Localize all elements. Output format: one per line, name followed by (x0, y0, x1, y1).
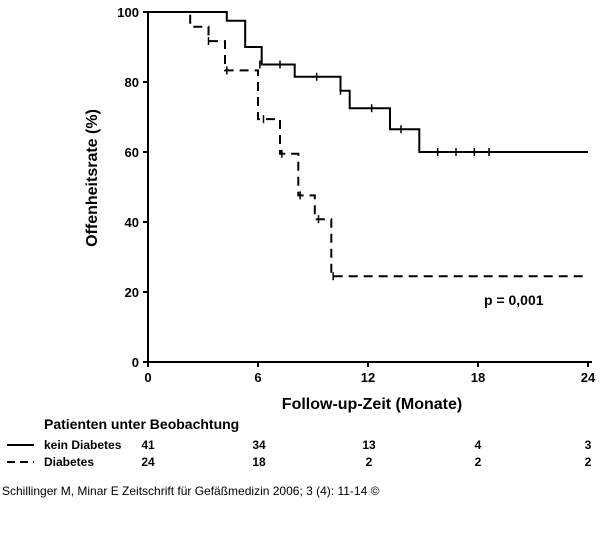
series-line-kein-diabetes (148, 11, 588, 153)
x-tick-label: 12 (361, 370, 375, 385)
risk-count: 2 (475, 455, 482, 469)
y-tick-label: 100 (117, 5, 139, 20)
y-tick-label: 60 (125, 145, 139, 160)
x-tick-label: 6 (254, 370, 261, 385)
risk-row: kein Diabetes 41 34 13 4 3 (7, 438, 592, 452)
p-value-annotation: p = 0,001 (484, 292, 544, 308)
y-tick-label: 20 (125, 285, 139, 300)
risk-count: 2 (585, 455, 592, 469)
risk-row: Diabetes 24 18 2 2 2 (7, 455, 592, 469)
risk-count: 34 (252, 438, 266, 452)
y-tick-label: 0 (132, 355, 139, 370)
x-axis-title: Follow-up-Zeit (Monate) (282, 396, 462, 413)
y-axis-title: Offenheitsrate (%) (84, 109, 101, 247)
citation: Schillinger M, Minar E Zeitschrift für G… (2, 484, 380, 498)
y-tick-label: 40 (125, 215, 139, 230)
risk-count: 18 (252, 455, 266, 469)
risk-count: 2 (366, 455, 373, 469)
risk-row-label: Diabetes (44, 455, 94, 469)
risk-count: 3 (585, 438, 592, 452)
risk-table-header: Patienten unter Beobachtung (44, 416, 239, 432)
series-line-diabetes (148, 11, 588, 278)
x-tick-label: 24 (581, 370, 596, 385)
y-tick-label: 80 (125, 75, 139, 90)
risk-count: 41 (141, 438, 155, 452)
x-tick-label: 0 (144, 370, 151, 385)
risk-count: 4 (475, 438, 482, 452)
risk-row-label: kein Diabetes (44, 438, 122, 452)
axes: 0 20 40 60 80 100 0 6 12 18 24 (117, 5, 596, 385)
risk-count: 24 (141, 455, 155, 469)
series-layer (148, 11, 588, 281)
x-tick-label: 18 (471, 370, 485, 385)
risk-count: 13 (362, 438, 376, 452)
